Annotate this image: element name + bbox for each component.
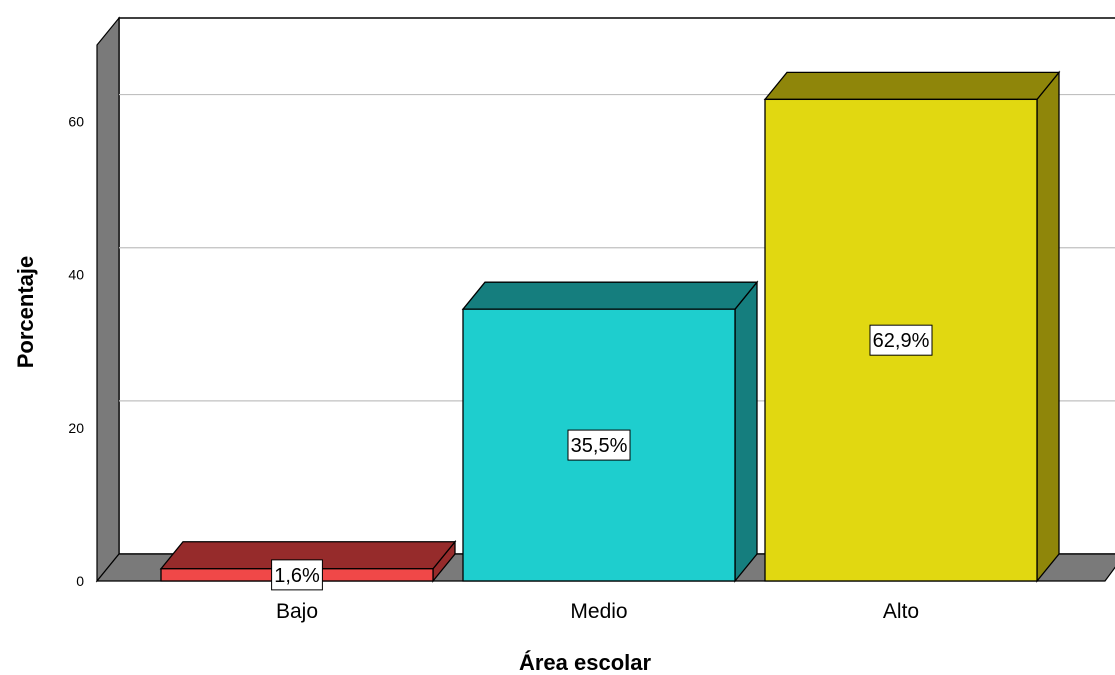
data-label: 1,6% (274, 565, 320, 587)
bar-top-alto (763, 71, 1061, 101)
y-axis-title: Porcentaje (13, 256, 38, 369)
data-label: 35,5% (571, 435, 628, 457)
left-side-wall (96, 16, 120, 583)
x-tick-label: Bajo (276, 600, 318, 623)
x-tick-label: Medio (570, 600, 627, 623)
x-tick-label: Alto (883, 600, 919, 623)
data-label: 62,9% (873, 330, 930, 352)
y-tick-label: 40 (68, 267, 84, 283)
data-label-box (567, 429, 631, 461)
data-label-box (869, 324, 933, 356)
x-axis-title: Área escolar (519, 650, 652, 675)
bar-top-medio (461, 281, 759, 310)
y-tick-label: 0 (76, 573, 84, 589)
bar-side-medio (734, 280, 758, 583)
data-label-box (271, 559, 323, 591)
y-tick-label: 20 (68, 420, 84, 436)
bar-side-alto (1036, 70, 1060, 583)
y-tick-label: 60 (68, 114, 84, 130)
